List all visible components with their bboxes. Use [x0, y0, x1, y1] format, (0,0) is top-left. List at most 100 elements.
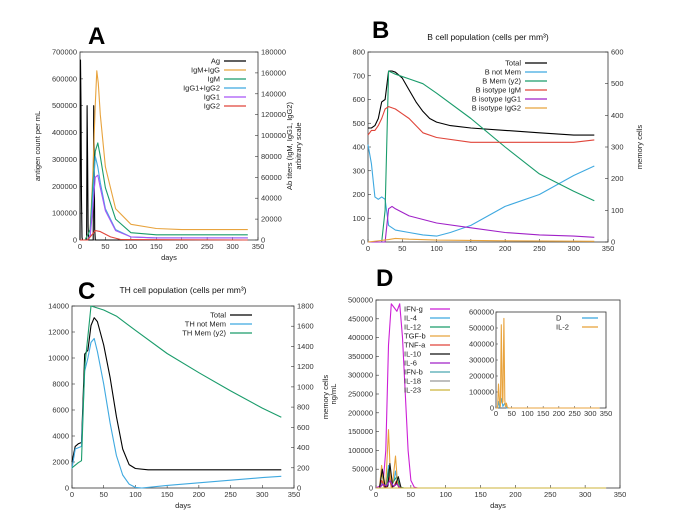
y2-tick-label: 800 — [297, 403, 310, 412]
series-line-b-isotype-igm — [367, 106, 595, 143]
y2-tick-label: 0 — [611, 238, 615, 247]
y2-tick-label: 600 — [611, 48, 624, 57]
y2-tick-label: 200 — [297, 463, 310, 472]
y2-axis-label: memory cells — [321, 375, 330, 419]
x-tick-label: 350 — [288, 490, 301, 499]
x-tick-label: 0 — [374, 490, 378, 499]
x-tick-label: 350 — [252, 242, 265, 251]
series-line-b-isotype-igg1 — [368, 205, 595, 243]
y2-tick-label: 1400 — [297, 342, 314, 351]
legend-label: IgG2 — [204, 102, 220, 111]
y2-tick-label: 100 — [611, 206, 624, 215]
chart-A: 0 50 100 150 200 250 300 3500100000200000300000… — [33, 23, 303, 262]
legend-label: B Mem (y2) — [482, 77, 521, 86]
y2-tick-label: 100000 — [261, 131, 286, 140]
x-tick-label: 250 — [544, 490, 557, 499]
x-tick-label: 300 — [226, 242, 239, 251]
legend-label: IL-4 — [404, 314, 417, 323]
legend-label: TH Mem (y2) — [182, 329, 226, 338]
x-tick-label: 200 — [509, 490, 522, 499]
x-tick-label: 150 — [465, 244, 478, 253]
x-axis-label: days — [490, 501, 506, 510]
x-tick-label: 50 — [398, 244, 406, 253]
y2-tick-label: 400 — [611, 111, 624, 120]
x-tick-label: 50 — [101, 242, 109, 251]
x-tick-label: 0 — [366, 244, 370, 253]
y-tick-label: 0 — [369, 484, 373, 493]
y2-tick-label: 140000 — [261, 89, 286, 98]
chart-title: B cell population (cells per mm³) — [427, 32, 549, 42]
y-tick-label: 300000 — [348, 371, 373, 380]
x-tick-label: 200 — [175, 242, 188, 251]
y-tick-label: 500000 — [348, 296, 373, 305]
x-tick-label: 0 — [78, 242, 82, 251]
y-tick-label: 400000 — [348, 333, 373, 342]
inset-x-tick-label: 100 — [521, 409, 534, 418]
legend-label: IgM+IgG — [191, 66, 220, 75]
y2-axis-label-line: memory cells — [321, 375, 330, 419]
legend-label: IgM — [207, 75, 220, 84]
inset-y-tick-label: 600000 — [469, 308, 494, 317]
y2-tick-label: 120000 — [261, 110, 286, 119]
series-line-igg1-igg2 — [80, 155, 248, 241]
y-tick-label: 200000 — [52, 182, 77, 191]
x-tick-label: 150 — [474, 490, 487, 499]
y2-axis-label-line: Ab titers (IgM, IgG1, IgG2) — [285, 102, 294, 190]
legend-label: IL-18 — [404, 377, 421, 386]
y-tick-label: 600000 — [52, 74, 77, 83]
legend-label: IL-2 — [556, 323, 569, 332]
x-tick-label: 300 — [579, 490, 592, 499]
inset-frame — [495, 311, 607, 409]
x-axis-label: days — [175, 501, 191, 510]
y-tick-label: 14000 — [48, 302, 69, 311]
y-tick-label: 50000 — [352, 465, 373, 474]
legend-label: Ag — [211, 57, 220, 66]
x-tick-label: 250 — [201, 242, 214, 251]
y-tick-label: 600 — [352, 95, 365, 104]
legend-label: B isotype IgG2 — [472, 104, 521, 113]
y2-tick-label: 20000 — [261, 215, 282, 224]
y-tick-label: 700 — [352, 71, 365, 80]
chart-title: TH cell population (cells per mm³) — [119, 285, 246, 295]
y-tick-label: 200000 — [348, 408, 373, 417]
y2-tick-label: 180000 — [261, 48, 286, 57]
x-tick-label: 100 — [439, 490, 452, 499]
inset-x-tick-label: 250 — [568, 409, 581, 418]
y-tick-label: 250000 — [348, 390, 373, 399]
y2-tick-label: 1800 — [297, 302, 314, 311]
y-tick-label: 800 — [352, 48, 365, 57]
x-axis-label: days — [161, 253, 177, 262]
inset-y-tick-label: 200000 — [469, 372, 494, 381]
y2-axis-label-line: arbitrary scale — [294, 122, 303, 169]
y2-tick-label: 500 — [611, 79, 624, 88]
y-axis-label: ng/mL — [329, 384, 338, 405]
y2-tick-label: 0 — [261, 236, 265, 245]
legend-label: IFN-b — [404, 368, 423, 377]
series-line-il-2 — [496, 317, 600, 409]
y2-tick-label: 160000 — [261, 68, 286, 77]
series-line-igm-igg — [80, 70, 248, 241]
y2-tick-label: 1600 — [297, 322, 314, 331]
chart-C: 0 50 100 150 200 250 300 3500200040006000800010… — [48, 278, 330, 510]
y2-axis-label-line: memory cells — [635, 125, 644, 169]
series-line-ag — [79, 59, 248, 241]
inset-y-tick-label: 300000 — [469, 356, 494, 365]
y2-tick-label: 200 — [611, 174, 624, 183]
y-tick-label: 700000 — [52, 48, 77, 57]
x-tick-label: 100 — [125, 242, 138, 251]
inset-chart: 0 50 100 150 200 250 300 350 0 100000 200000 300000… — [469, 308, 612, 419]
y2-tick-label: 80000 — [261, 152, 282, 161]
panel-letter: A — [88, 23, 105, 50]
x-tick-label: 50 — [100, 490, 108, 499]
y-tick-label: 8000 — [52, 380, 69, 389]
x-tick-label: 150 — [150, 242, 163, 251]
y2-tick-label: 400 — [297, 443, 310, 452]
series-line-igm — [80, 142, 248, 241]
y-tick-label: 300 — [352, 166, 365, 175]
y-tick-label: 400 — [352, 143, 365, 152]
chart-D: 0 50 100 150 200 250 300 3500500001000001500002… — [329, 265, 626, 510]
legend-label: IL-23 — [404, 386, 421, 395]
y2-tick-label: 1200 — [297, 362, 314, 371]
y-tick-label: 500000 — [52, 101, 77, 110]
legend-label: D — [556, 314, 562, 323]
